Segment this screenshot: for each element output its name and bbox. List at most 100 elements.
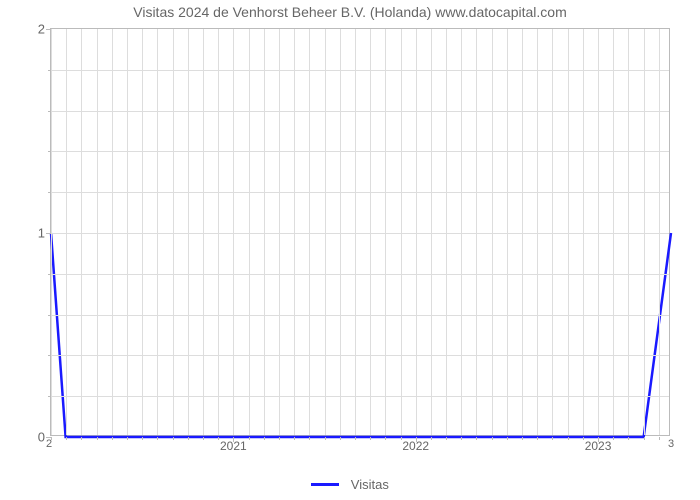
- gridline-v-minor: [279, 29, 280, 435]
- legend-label: Visitas: [351, 477, 389, 492]
- gridline-v-minor: [203, 29, 204, 435]
- x-minor-tick: [461, 437, 462, 440]
- gridline-v-minor: [340, 29, 341, 435]
- gridline-v: [233, 29, 234, 435]
- y-tick-label: 0: [38, 430, 45, 445]
- corner-label-bottom-left: 2: [46, 438, 52, 450]
- x-minor-tick: [249, 437, 250, 440]
- gridline-h-minor: [51, 355, 669, 356]
- x-minor-tick: [537, 437, 538, 440]
- gridline-v-minor: [385, 29, 386, 435]
- gridline-v-minor: [355, 29, 356, 435]
- x-minor-tick: [112, 437, 113, 440]
- x-minor-tick: [492, 437, 493, 440]
- x-minor-tick: [659, 437, 660, 440]
- series-polyline: [51, 233, 671, 437]
- gridline-v-minor: [583, 29, 584, 435]
- gridline-h: [51, 233, 669, 234]
- gridline-v: [416, 29, 417, 435]
- gridline-v-minor: [507, 29, 508, 435]
- gridline-v-minor: [309, 29, 310, 435]
- x-minor-tick: [613, 437, 614, 440]
- gridline-v-minor: [431, 29, 432, 435]
- gridline-v-minor: [613, 29, 614, 435]
- x-minor-tick: [264, 437, 265, 440]
- x-minor-tick: [81, 437, 82, 440]
- gridline-v-minor: [522, 29, 523, 435]
- gridline-v: [598, 29, 599, 435]
- gridline-h-minor: [51, 192, 669, 193]
- gridline-v-minor: [112, 29, 113, 435]
- x-minor-tick: [142, 437, 143, 440]
- x-minor-tick: [583, 437, 584, 440]
- x-minor-tick: [568, 437, 569, 440]
- gridline-v-minor: [401, 29, 402, 435]
- x-tick-mark: [233, 437, 234, 442]
- y-tick-label: 2: [38, 22, 45, 37]
- x-tick-mark: [598, 437, 599, 442]
- x-minor-tick: [97, 437, 98, 440]
- gridline-v-minor: [188, 29, 189, 435]
- x-minor-tick: [294, 437, 295, 440]
- gridline-v-minor: [173, 29, 174, 435]
- x-minor-tick: [325, 437, 326, 440]
- x-minor-tick: [157, 437, 158, 440]
- gridline-v-minor: [264, 29, 265, 435]
- gridline-h-minor: [51, 315, 669, 316]
- chart-container: Visitas 2024 de Venhorst Beheer B.V. (Ho…: [0, 0, 700, 500]
- x-minor-tick: [628, 437, 629, 440]
- x-minor-tick: [431, 437, 432, 440]
- x-minor-tick: [552, 437, 553, 440]
- x-minor-tick: [340, 437, 341, 440]
- gridline-v-minor: [446, 29, 447, 435]
- gridline-v-minor: [249, 29, 250, 435]
- gridline-h-minor: [51, 70, 669, 71]
- gridline-v-minor: [492, 29, 493, 435]
- gridline-h-minor: [51, 396, 669, 397]
- gridline-v-minor: [51, 29, 52, 435]
- y-tick-label: 1: [38, 226, 45, 241]
- gridline-v-minor: [659, 29, 660, 435]
- corner-label-bottom-right: 3: [668, 438, 674, 450]
- gridline-v-minor: [157, 29, 158, 435]
- x-minor-tick: [476, 437, 477, 440]
- x-minor-tick: [507, 437, 508, 440]
- x-minor-tick: [218, 437, 219, 440]
- gridline-v-minor: [294, 29, 295, 435]
- gridline-v-minor: [142, 29, 143, 435]
- gridline-v-minor: [537, 29, 538, 435]
- gridline-v-minor: [325, 29, 326, 435]
- x-minor-tick: [355, 437, 356, 440]
- gridline-h-minor: [51, 151, 669, 152]
- plot-area: 012202120222023: [50, 28, 670, 436]
- x-minor-tick: [203, 437, 204, 440]
- x-minor-tick: [173, 437, 174, 440]
- x-tick-mark: [416, 437, 417, 442]
- gridline-v-minor: [97, 29, 98, 435]
- x-minor-tick: [127, 437, 128, 440]
- gridline-v-minor: [552, 29, 553, 435]
- gridline-v-minor: [66, 29, 67, 435]
- x-minor-tick: [66, 437, 67, 440]
- x-minor-tick: [188, 437, 189, 440]
- legend-swatch: [311, 483, 339, 486]
- gridline-h-minor: [51, 111, 669, 112]
- x-minor-tick: [279, 437, 280, 440]
- gridline-v-minor: [81, 29, 82, 435]
- x-minor-tick: [644, 437, 645, 440]
- x-minor-tick: [370, 437, 371, 440]
- x-minor-tick: [522, 437, 523, 440]
- gridline-v-minor: [628, 29, 629, 435]
- gridline-v-minor: [476, 29, 477, 435]
- gridline-v-minor: [461, 29, 462, 435]
- chart-title: Visitas 2024 de Venhorst Beheer B.V. (Ho…: [0, 4, 700, 20]
- x-minor-tick: [309, 437, 310, 440]
- x-minor-tick: [385, 437, 386, 440]
- gridline-v-minor: [218, 29, 219, 435]
- gridline-v-minor: [127, 29, 128, 435]
- gridline-v-minor: [370, 29, 371, 435]
- gridline-h-minor: [51, 274, 669, 275]
- x-minor-tick: [401, 437, 402, 440]
- x-minor-tick: [446, 437, 447, 440]
- gridline-v-minor: [568, 29, 569, 435]
